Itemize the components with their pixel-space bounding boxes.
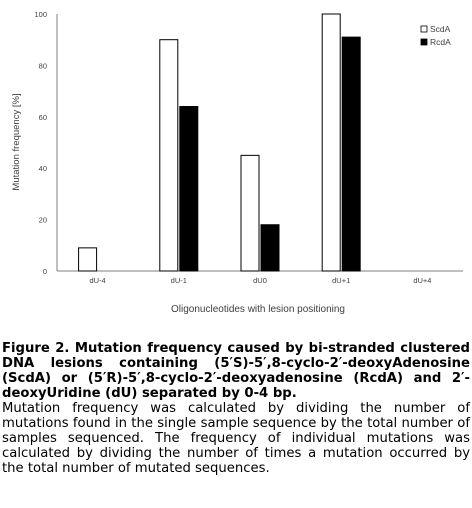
bar-scda-dU0 (240, 154, 260, 272)
x-axis-label: Oligonucleotides with lesion positioning (171, 304, 345, 315)
y-tick-label: 80 (39, 61, 47, 70)
bar-rcda-dU0 (260, 224, 280, 272)
bar-rcda-dU-1 (179, 106, 199, 272)
bar-scda-dU-1 (159, 39, 179, 272)
figure-caption: Figure 2. Mutation frequency caused by b… (2, 341, 470, 476)
legend-swatch-scda (420, 25, 428, 33)
x-tick-label: dU+4 (413, 276, 431, 285)
bar-scda-dU-4 (78, 247, 98, 272)
x-axis: dU-4 dU-1 dU0 dU+1 dU+4 (57, 270, 463, 285)
x-tick-label: dU-4 (89, 276, 105, 285)
legend-swatch-rcda (420, 38, 428, 46)
bars (78, 13, 361, 272)
x-tick-label: dU+1 (332, 276, 350, 285)
legend-label-scda: ScdA (430, 24, 451, 34)
x-tick-label: dU0 (253, 276, 267, 285)
y-tick-label: 60 (39, 113, 47, 122)
legend: ScdA RcdA (420, 24, 451, 47)
bar-scda-dU+1 (321, 13, 341, 272)
chart-figure: 0 20 40 60 80 100 dU-4 dU-1 dU0 dU+1 dU+4 ScdA Rcd… (11, 10, 463, 315)
x-tick-label: dU-1 (171, 276, 187, 285)
y-tick-label: 40 (39, 164, 47, 173)
bar-chart: 0 20 40 60 80 100 dU-4 dU-1 dU0 dU+1 dU+4 ScdA Rcd… (11, 10, 463, 315)
y-axis: 0 20 40 60 80 100 (34, 10, 58, 276)
caption-body: Mutation frequency was calculated by div… (2, 401, 470, 476)
y-axis-label: Mutation frequency [%] (11, 93, 22, 190)
y-tick-label: 100 (34, 10, 47, 19)
caption-title: Figure 2. Mutation frequency caused by b… (2, 341, 470, 401)
legend-label-rcda: RcdA (430, 37, 451, 47)
y-tick-label: 20 (39, 216, 47, 225)
y-tick-label: 0 (43, 267, 47, 276)
bar-rcda-dU+1 (341, 36, 361, 272)
